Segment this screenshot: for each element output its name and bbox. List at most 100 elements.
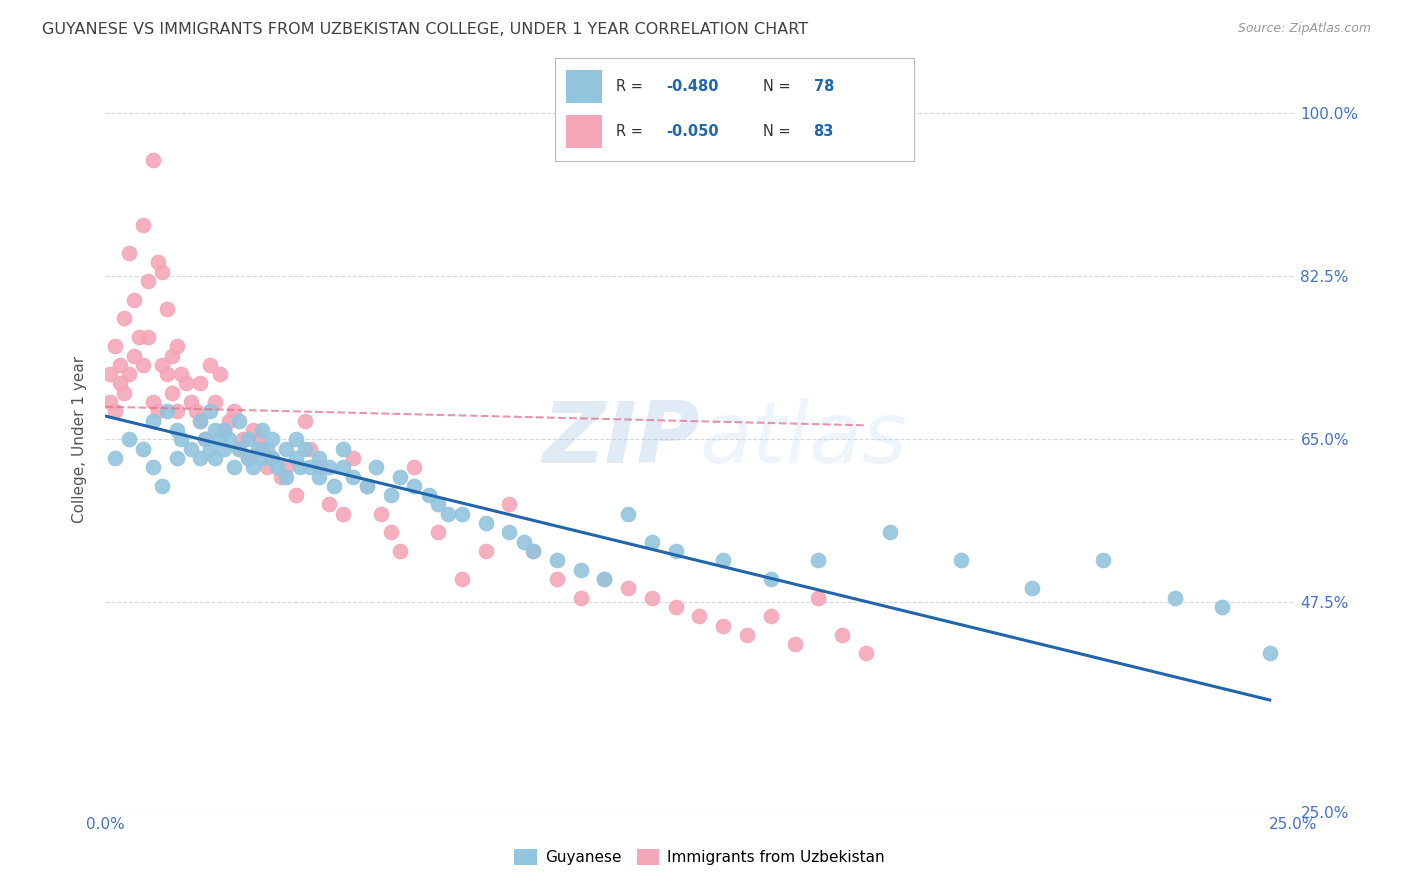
Point xyxy=(404,460,426,475)
Point xyxy=(146,255,169,269)
Point xyxy=(831,628,853,642)
Point xyxy=(665,544,688,558)
Y-axis label: College, Under 1 year: College, Under 1 year xyxy=(72,356,87,523)
Point xyxy=(318,498,340,512)
Point xyxy=(142,153,165,167)
Point xyxy=(284,433,307,447)
Point xyxy=(546,553,568,567)
Point xyxy=(256,442,278,456)
Point xyxy=(156,301,179,316)
Point xyxy=(180,442,202,456)
Point xyxy=(342,469,364,483)
Point xyxy=(735,628,758,642)
Point xyxy=(252,450,274,465)
Point xyxy=(184,404,207,418)
Point xyxy=(152,265,174,279)
Point xyxy=(232,433,254,447)
Point xyxy=(665,599,688,614)
Point xyxy=(294,414,316,428)
Point xyxy=(807,591,830,605)
Point xyxy=(152,358,174,372)
Point xyxy=(194,433,217,447)
Point xyxy=(132,358,155,372)
Point xyxy=(418,488,440,502)
Point xyxy=(198,358,221,372)
Point xyxy=(274,442,297,456)
Point xyxy=(617,507,640,521)
Point xyxy=(122,349,145,363)
Point xyxy=(236,450,259,465)
Point xyxy=(242,460,264,475)
Point xyxy=(512,534,534,549)
Point xyxy=(641,534,664,549)
Point xyxy=(711,553,734,567)
Point xyxy=(204,423,226,437)
Point xyxy=(98,367,121,381)
Point xyxy=(879,525,901,540)
Point xyxy=(218,433,240,447)
Point xyxy=(118,433,141,447)
Point xyxy=(498,525,520,540)
Point xyxy=(190,414,212,428)
Point xyxy=(270,469,292,483)
Point xyxy=(474,516,496,530)
Point xyxy=(284,450,307,465)
Point xyxy=(356,479,378,493)
Point xyxy=(522,544,544,558)
Point xyxy=(427,525,450,540)
Point xyxy=(949,553,972,567)
Point xyxy=(641,591,664,605)
Point xyxy=(228,442,250,456)
Point xyxy=(260,433,283,447)
Point xyxy=(208,433,231,447)
Point xyxy=(332,460,354,475)
Point xyxy=(593,572,616,586)
Point xyxy=(132,218,155,232)
Point xyxy=(190,376,212,391)
Point xyxy=(498,498,520,512)
Point xyxy=(450,507,472,521)
Bar xyxy=(567,70,602,103)
Point xyxy=(170,367,193,381)
Point xyxy=(142,460,165,475)
Point xyxy=(146,404,169,418)
Point xyxy=(298,442,321,456)
Text: 78: 78 xyxy=(814,79,834,95)
Point xyxy=(246,442,269,456)
Point xyxy=(218,414,240,428)
Point xyxy=(198,442,221,456)
Point xyxy=(284,488,307,502)
Text: Source: ZipAtlas.com: Source: ZipAtlas.com xyxy=(1237,22,1371,36)
Point xyxy=(1211,599,1233,614)
Point xyxy=(1092,553,1115,567)
Text: -0.050: -0.050 xyxy=(666,124,718,139)
Point xyxy=(128,330,150,344)
Point xyxy=(266,460,288,475)
Point xyxy=(290,460,312,475)
Point xyxy=(252,442,274,456)
Point xyxy=(132,442,155,456)
Point xyxy=(260,450,283,465)
Point xyxy=(356,479,378,493)
Legend: Guyanese, Immigrants from Uzbekistan: Guyanese, Immigrants from Uzbekistan xyxy=(508,843,891,871)
Point xyxy=(759,572,782,586)
Point xyxy=(166,423,188,437)
Point xyxy=(108,358,131,372)
Point xyxy=(114,385,136,400)
Point xyxy=(404,479,426,493)
Point xyxy=(104,450,127,465)
Point xyxy=(546,572,568,586)
Point xyxy=(118,367,141,381)
Point xyxy=(1021,582,1043,596)
Point xyxy=(166,404,188,418)
Point xyxy=(474,544,496,558)
Point xyxy=(318,460,340,475)
Text: GUYANESE VS IMMIGRANTS FROM UZBEKISTAN COLLEGE, UNDER 1 YEAR CORRELATION CHART: GUYANESE VS IMMIGRANTS FROM UZBEKISTAN C… xyxy=(42,22,808,37)
Point xyxy=(294,442,316,456)
Point xyxy=(194,433,217,447)
Point xyxy=(711,618,734,632)
Point xyxy=(166,339,188,353)
Text: ZIP: ZIP xyxy=(541,398,700,481)
Text: N =: N = xyxy=(763,124,792,139)
Point xyxy=(156,367,179,381)
